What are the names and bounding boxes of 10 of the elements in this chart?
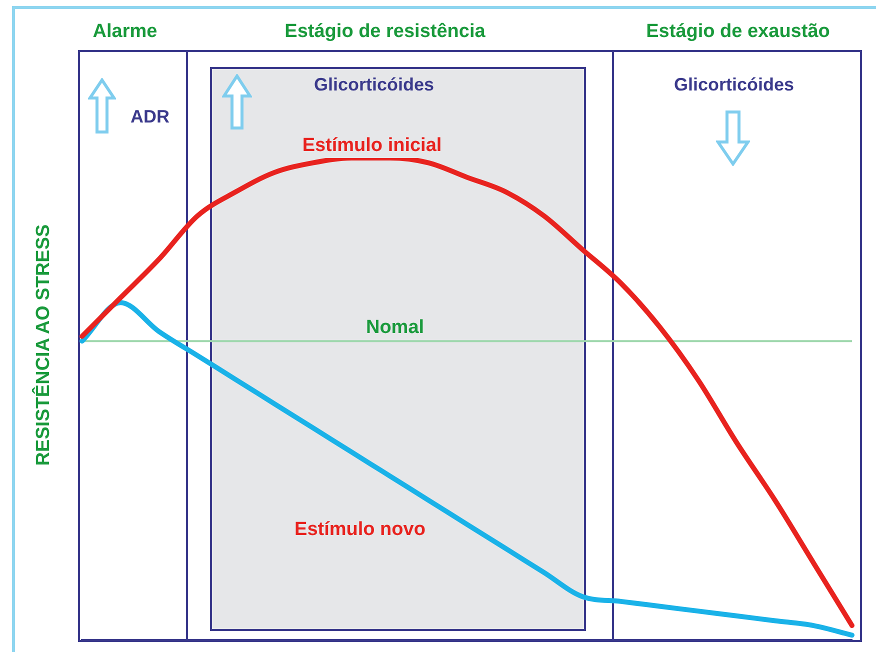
series-label: Estímulo inicial xyxy=(302,135,442,156)
text: Glicorticóides xyxy=(314,74,434,96)
text: Estágio de exaustão xyxy=(646,21,830,43)
y-axis-title: RESISTÊNCIA AO STRESS xyxy=(33,224,55,466)
text: Glicorticóides xyxy=(674,74,794,96)
text: ADR xyxy=(130,106,170,128)
text: Estágio de resistência xyxy=(284,21,486,43)
series-label: Estímulo novo xyxy=(294,519,426,540)
ref-line-label: Nomal xyxy=(366,316,424,338)
text: Alarme xyxy=(92,21,158,43)
